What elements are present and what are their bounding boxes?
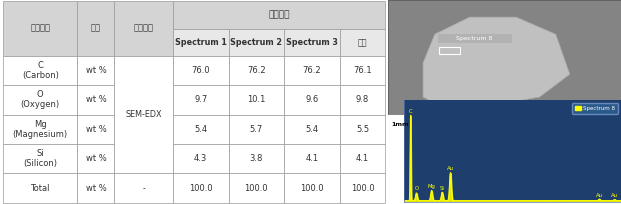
- Text: Spectrum 3: Spectrum 3: [286, 38, 338, 47]
- Bar: [173, 29, 229, 55]
- Bar: [173, 55, 229, 85]
- Bar: [340, 173, 385, 203]
- Text: O: O: [414, 186, 419, 192]
- Bar: [284, 55, 340, 85]
- Bar: [3, 173, 78, 203]
- Bar: [173, 173, 229, 203]
- Text: 1mm: 1mm: [391, 122, 409, 128]
- Bar: [78, 173, 114, 203]
- Text: 분석결과: 분석결과: [268, 11, 289, 20]
- Text: Au: Au: [447, 166, 454, 171]
- Text: 100.0: 100.0: [301, 184, 324, 193]
- Bar: [229, 114, 284, 144]
- Text: wt %: wt %: [86, 66, 106, 75]
- Bar: [340, 114, 385, 144]
- Text: 3.8: 3.8: [250, 154, 263, 163]
- Text: 9.7: 9.7: [194, 95, 207, 104]
- Text: 76.1: 76.1: [353, 66, 372, 75]
- Bar: [114, 55, 173, 173]
- Polygon shape: [423, 17, 570, 105]
- Text: 76.2: 76.2: [303, 66, 322, 75]
- Text: 분석방법: 분석방법: [134, 24, 153, 33]
- Bar: [173, 85, 229, 114]
- Bar: [229, 173, 284, 203]
- Bar: [78, 144, 114, 173]
- Text: 평균: 평균: [358, 38, 367, 47]
- Text: 76.0: 76.0: [191, 66, 210, 75]
- Bar: [173, 114, 229, 144]
- Bar: [284, 29, 340, 55]
- Bar: [284, 85, 340, 114]
- Text: 100.0: 100.0: [245, 184, 268, 193]
- Bar: [340, 55, 385, 85]
- Text: wt %: wt %: [86, 125, 106, 134]
- Text: C: C: [409, 109, 412, 114]
- Bar: [437, 33, 512, 43]
- Text: wt %: wt %: [86, 154, 106, 163]
- Text: Si: Si: [440, 186, 445, 191]
- Bar: [3, 144, 78, 173]
- Text: Total: Total: [30, 184, 50, 193]
- Bar: [3, 114, 78, 144]
- Text: 4.3: 4.3: [194, 154, 207, 163]
- Text: 76.2: 76.2: [247, 66, 266, 75]
- Text: wt %: wt %: [86, 95, 106, 104]
- Text: Mg: Mg: [428, 184, 435, 189]
- Bar: [78, 1, 114, 55]
- Text: Spectrum 8: Spectrum 8: [456, 36, 492, 41]
- Bar: [78, 85, 114, 114]
- Bar: [284, 173, 340, 203]
- Bar: [173, 1, 385, 29]
- Text: 4.1: 4.1: [306, 154, 319, 163]
- Bar: [284, 144, 340, 173]
- Bar: [114, 173, 173, 203]
- Text: Mg
(Magnesium): Mg (Magnesium): [12, 120, 68, 139]
- Text: Spectrum 1: Spectrum 1: [175, 38, 227, 47]
- Bar: [340, 29, 385, 55]
- Text: 단위: 단위: [91, 24, 101, 33]
- Bar: [3, 85, 78, 114]
- Bar: [78, 114, 114, 144]
- Bar: [440, 47, 460, 54]
- Text: Si
(Silicon): Si (Silicon): [23, 149, 57, 169]
- Bar: [173, 144, 229, 173]
- Text: wt %: wt %: [86, 184, 106, 193]
- Bar: [229, 144, 284, 173]
- Bar: [78, 55, 114, 85]
- Text: 5.4: 5.4: [194, 125, 207, 134]
- Text: -: -: [142, 184, 145, 193]
- Bar: [3, 1, 78, 55]
- Bar: [229, 85, 284, 114]
- Text: SEM-EDX: SEM-EDX: [125, 110, 162, 119]
- Text: Spectrum 2: Spectrum 2: [230, 38, 283, 47]
- Bar: [114, 1, 173, 55]
- Bar: [229, 29, 284, 55]
- Text: O
(Oxygen): O (Oxygen): [20, 90, 60, 110]
- Text: 100.0: 100.0: [189, 184, 212, 193]
- Bar: [229, 55, 284, 85]
- Text: 4.1: 4.1: [356, 154, 369, 163]
- Legend: Spectrum 8: Spectrum 8: [572, 103, 619, 113]
- Text: 5.5: 5.5: [356, 125, 369, 134]
- Bar: [284, 114, 340, 144]
- Text: Au: Au: [596, 193, 603, 197]
- Text: C
(Carbon): C (Carbon): [22, 61, 58, 80]
- Bar: [3, 55, 78, 85]
- Text: 5.7: 5.7: [250, 125, 263, 134]
- Text: 9.6: 9.6: [306, 95, 319, 104]
- Text: 분석항목: 분석항목: [30, 24, 50, 33]
- Text: Au: Au: [611, 193, 618, 198]
- Text: 100.0: 100.0: [351, 184, 374, 193]
- Bar: [340, 144, 385, 173]
- Text: 5.4: 5.4: [306, 125, 319, 134]
- Text: 10.1: 10.1: [247, 95, 266, 104]
- Text: 9.8: 9.8: [356, 95, 369, 104]
- Bar: [340, 85, 385, 114]
